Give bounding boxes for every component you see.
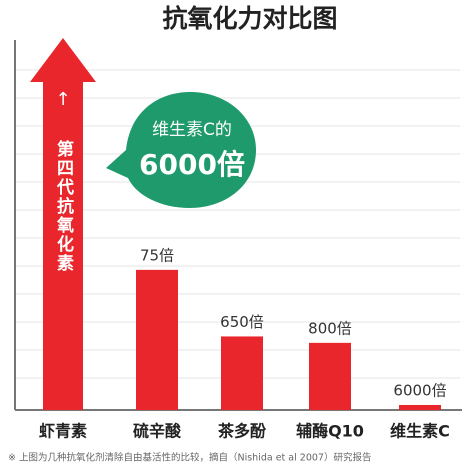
chart-title: 抗氧化力对比图 <box>162 4 337 33</box>
bar <box>399 404 441 410</box>
value-label: 75倍 <box>140 246 174 264</box>
x-tick-label: 维生素C <box>390 422 450 441</box>
x-tick-label: 茶多酚 <box>217 422 267 441</box>
bar <box>221 336 263 410</box>
callout-value: 6000倍 <box>139 148 245 181</box>
x-tick-label: 辅酶Q10 <box>296 422 364 441</box>
arrow-bar <box>30 38 96 410</box>
value-label: 800倍 <box>308 319 352 337</box>
value-label: 6000倍 <box>393 381 446 399</box>
x-tick-label: 硫辛酸 <box>133 422 182 441</box>
arrow-label: 第四代抗氧化素 <box>53 139 75 273</box>
value-label: 650倍 <box>220 313 264 331</box>
x-tick-label: 虾青素 <box>39 422 87 441</box>
footnote: ※ 上图为几种抗氧化剂清除自由基活性的比较，摘自（Nishida et al 2… <box>8 452 371 464</box>
bar <box>309 342 351 410</box>
bar <box>136 269 178 410</box>
arrow-symbol: ↑ <box>55 89 70 110</box>
callout-line: 维生素C的 <box>152 120 232 140</box>
callout-bubble <box>106 92 256 208</box>
